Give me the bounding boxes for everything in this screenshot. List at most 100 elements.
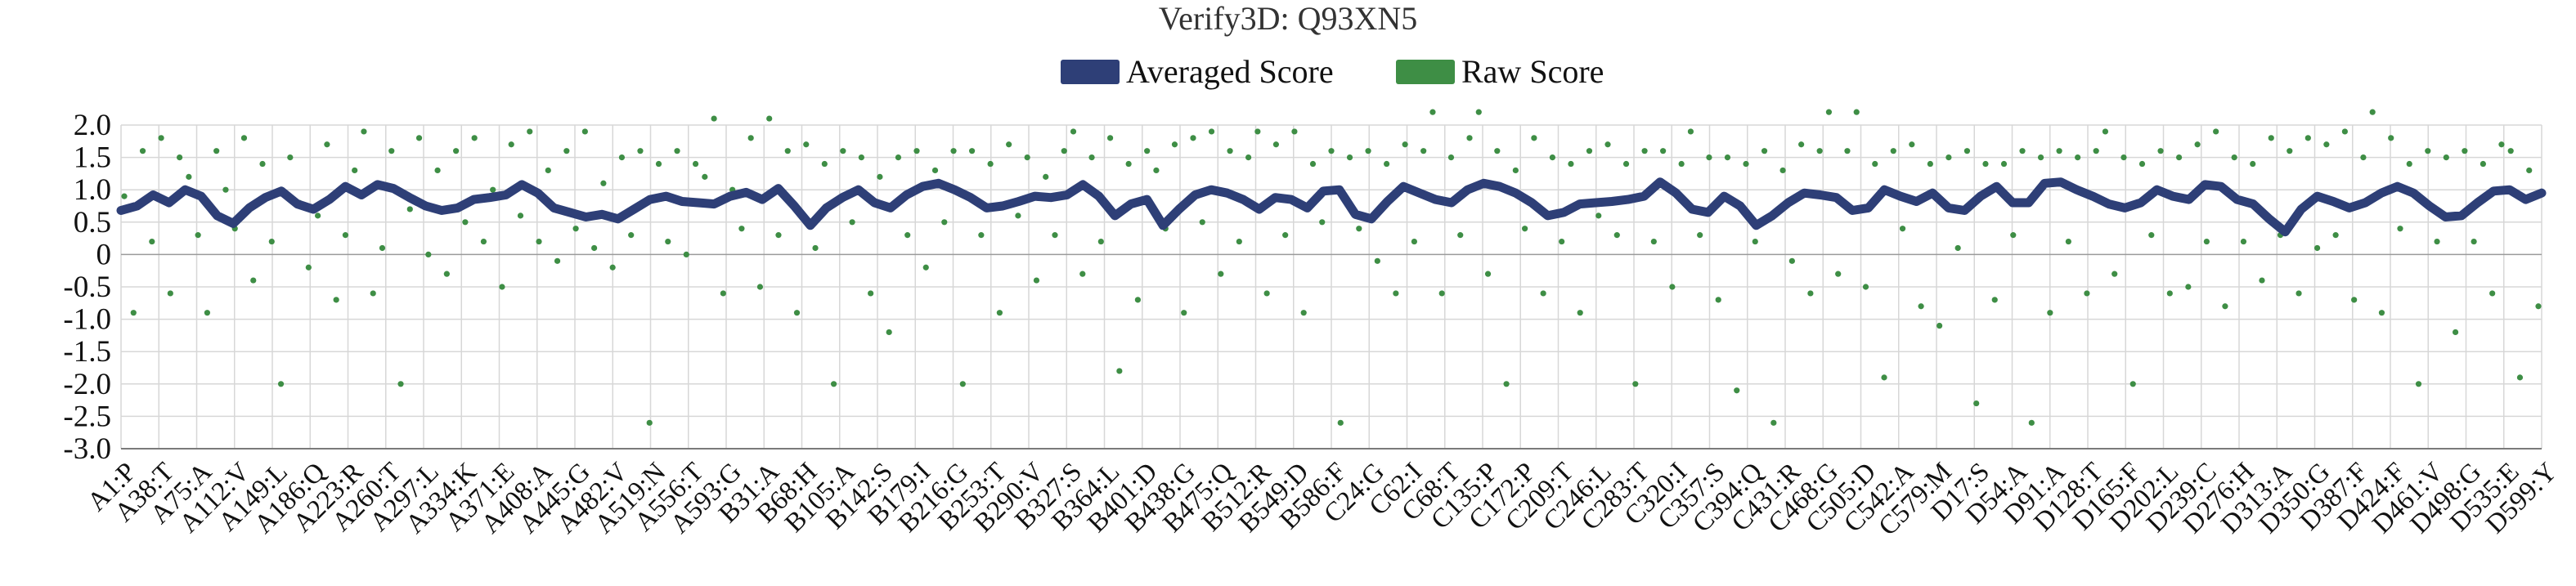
averaged-score-line xyxy=(116,177,2547,237)
raw-score-point xyxy=(637,148,644,154)
raw-score-point xyxy=(683,251,689,257)
raw-score-point xyxy=(609,264,616,271)
raw-score-point xyxy=(877,173,883,180)
raw-score-point xyxy=(1088,154,1095,161)
raw-score-point xyxy=(1272,141,1279,148)
raw-score-point xyxy=(2516,374,2524,381)
raw-score-point xyxy=(222,186,229,193)
raw-score-point xyxy=(618,154,626,161)
raw-score-point xyxy=(1447,154,1455,161)
raw-score-point xyxy=(2388,135,2394,141)
raw-score-point xyxy=(766,115,773,122)
raw-score-point xyxy=(692,160,699,168)
raw-score-point xyxy=(2452,329,2459,336)
raw-score-point xyxy=(2112,271,2118,277)
raw-score-point xyxy=(2129,381,2136,387)
y-tick-label: 0 xyxy=(96,238,112,271)
raw-score-point xyxy=(2498,141,2505,148)
raw-score-point xyxy=(1015,212,1021,219)
raw-score-point xyxy=(849,219,855,226)
raw-score-point xyxy=(572,226,579,232)
raw-score-point xyxy=(315,212,321,219)
raw-score-point xyxy=(2037,154,2044,161)
raw-score-point xyxy=(508,141,514,148)
raw-score-point xyxy=(1918,303,1924,310)
raw-score-point xyxy=(2047,310,2053,316)
raw-score-point xyxy=(775,232,782,239)
raw-score-point xyxy=(1106,135,1114,141)
raw-score-point xyxy=(213,148,220,154)
raw-score-point xyxy=(2019,148,2026,154)
raw-score-point xyxy=(1420,148,1427,154)
raw-score-point xyxy=(1134,297,1141,303)
raw-score-point xyxy=(1033,277,1040,284)
raw-score-point xyxy=(628,232,635,239)
raw-score-point xyxy=(1899,226,1906,232)
raw-score-point xyxy=(1475,109,1482,115)
raw-score-point xyxy=(665,238,671,245)
raw-score-point xyxy=(1687,128,1694,135)
raw-score-point xyxy=(499,284,505,290)
raw-score-point xyxy=(784,148,791,154)
legend-swatch-raw[interactable] xyxy=(1396,60,1455,84)
raw-score-point xyxy=(2240,238,2247,245)
raw-score-point xyxy=(950,148,957,154)
raw-score-point xyxy=(2028,419,2035,426)
raw-score-point xyxy=(821,160,828,168)
raw-score-point xyxy=(2194,141,2201,148)
raw-score-point xyxy=(738,226,745,232)
raw-score-point xyxy=(2287,148,2293,154)
raw-score-point xyxy=(1641,148,1648,154)
legend: Averaged Score Raw Score xyxy=(1061,53,1604,90)
raw-score-point xyxy=(1622,160,1630,168)
raw-score-point xyxy=(1825,109,1833,115)
raw-score-point xyxy=(1356,226,1362,232)
raw-score-point xyxy=(1429,109,1436,115)
y-tick-label: -3.0 xyxy=(63,432,111,466)
raw-score-point xyxy=(471,135,478,141)
raw-score-point xyxy=(1743,160,1749,168)
raw-score-point xyxy=(2084,290,2090,297)
raw-score-point xyxy=(2434,238,2440,245)
raw-score-point xyxy=(149,238,155,245)
y-axis-ticks: 2.01.51.00.50-0.5-1.0-1.5-2.0-2.5-3.0 xyxy=(63,109,111,466)
raw-score-point xyxy=(1973,400,1980,407)
raw-score-point xyxy=(1070,128,1077,135)
raw-score-point xyxy=(268,238,275,245)
raw-score-point xyxy=(904,232,911,239)
raw-score-point xyxy=(177,154,183,161)
raw-score-point xyxy=(1494,148,1501,154)
raw-score-point xyxy=(1770,419,1777,426)
raw-score-point xyxy=(1199,219,1205,226)
raw-score-point xyxy=(167,290,173,297)
raw-score-point xyxy=(1411,238,1418,245)
raw-score-point xyxy=(1909,141,1915,148)
raw-score-point xyxy=(1438,290,1445,297)
raw-score-point xyxy=(674,148,680,154)
legend-swatch-averaged[interactable] xyxy=(1061,60,1120,84)
raw-score-point xyxy=(1706,154,1712,161)
raw-score-point xyxy=(1309,160,1317,168)
raw-score-point xyxy=(2268,135,2274,141)
raw-score-point xyxy=(158,135,164,141)
raw-score-point xyxy=(1945,154,1952,161)
raw-score-point xyxy=(1568,160,1574,168)
raw-score-point xyxy=(2304,135,2311,141)
raw-score-point xyxy=(1522,226,1528,232)
raw-score-point xyxy=(1761,148,1768,154)
raw-score-point xyxy=(324,141,330,148)
raw-score-point xyxy=(1991,297,1998,303)
raw-score-point xyxy=(1604,141,1611,148)
raw-score-point xyxy=(2471,238,2477,245)
raw-score-point xyxy=(379,244,386,252)
raw-score-point xyxy=(1954,244,1961,252)
raw-score-point xyxy=(1835,271,1842,277)
raw-score-point xyxy=(1263,290,1270,297)
raw-score-point xyxy=(1171,141,1178,148)
raw-score-point xyxy=(830,381,837,387)
raw-score-point xyxy=(1650,238,1657,245)
raw-score-point xyxy=(2157,148,2164,154)
raw-score-point xyxy=(1079,271,1086,277)
raw-score-point xyxy=(1862,284,1869,290)
